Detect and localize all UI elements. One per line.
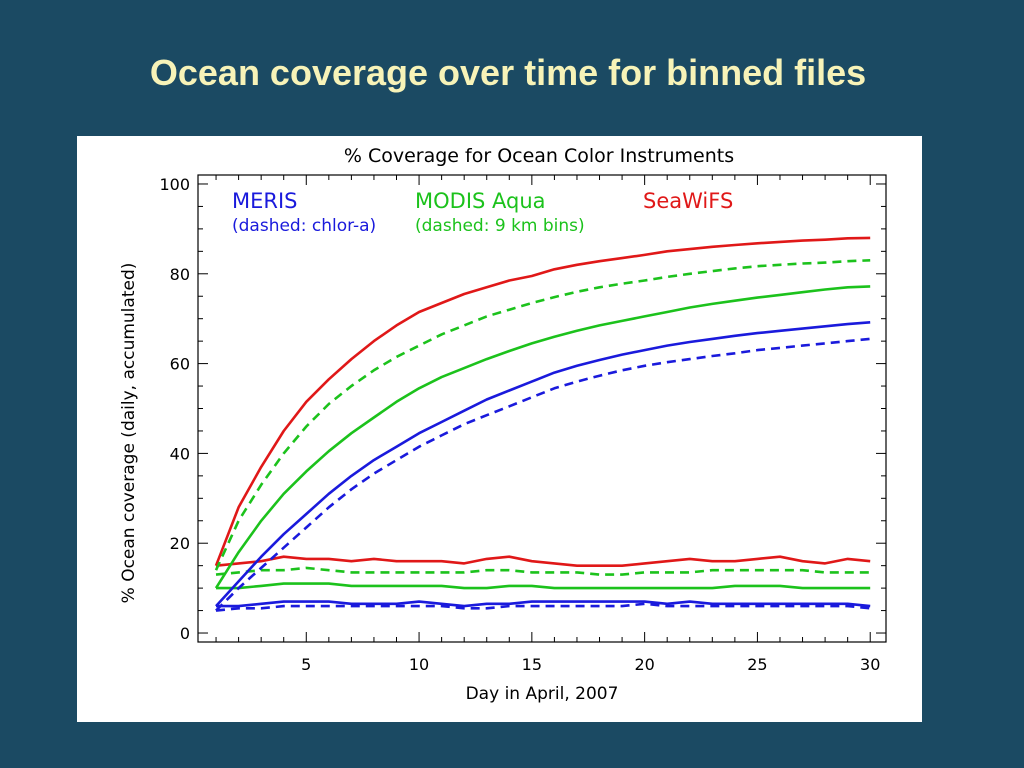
series-lines — [214, 236, 871, 612]
y-axis-ticks: 0 20 40 60 80 100 — [159, 175, 886, 643]
series-line-seawifs-accumulated-solid — [214, 236, 871, 567]
coverage-line-chart: % Coverage for Ocean Color Instruments 0… — [119, 145, 887, 704]
slide-title: Ocean coverage over time for binned file… — [149, 52, 867, 93]
y-tick-label: 20 — [170, 534, 190, 553]
x-tick-label: 10 — [409, 655, 429, 674]
x-tick-label: 15 — [522, 655, 542, 674]
x-tick-label: 5 — [301, 655, 311, 674]
series-line-modis-aqua-daily-solid — [216, 582, 871, 590]
plot-panel: % Coverage for Ocean Color Instruments 0… — [77, 136, 922, 722]
legend: MERIS (dashed: chlor-a) MODIS Aqua (dash… — [232, 189, 733, 236]
series-line-meris-accumulated-dashed — [215, 337, 871, 612]
y-tick-label: 0 — [180, 624, 190, 643]
y-tick-label: 80 — [170, 265, 190, 284]
legend-modis-note: (dashed: 9 km bins) — [415, 216, 585, 236]
legend-seawifs-name: SeaWiFS — [643, 189, 733, 213]
series-line-meris-accumulated-solid — [215, 321, 871, 607]
series-line-modis-aqua-daily-dashed — [215, 566, 871, 576]
y-tick-label: 60 — [170, 355, 190, 374]
series-line-modis-aqua-accumulated-solid — [214, 285, 871, 589]
y-tick-label: 100 — [159, 175, 190, 194]
legend-meris-name: MERIS — [232, 189, 298, 213]
x-axis-label: Day in April, 2007 — [466, 684, 619, 704]
x-axis-ticks: 5 10 15 20 25 30 — [215, 175, 880, 674]
legend-modis-name: MODIS Aqua — [415, 189, 546, 213]
chart-title: % Coverage for Ocean Color Instruments — [344, 145, 734, 167]
y-tick-label: 40 — [170, 444, 190, 463]
x-tick-label: 25 — [747, 655, 767, 674]
legend-meris-note: (dashed: chlor-a) — [232, 216, 376, 236]
x-tick-label: 20 — [634, 655, 654, 674]
series-line-meris-daily-dashed — [215, 602, 871, 612]
series-line-modis-aqua-accumulated-dashed — [214, 259, 871, 571]
x-tick-label: 30 — [860, 655, 880, 674]
series-line-meris-daily-solid — [216, 600, 871, 608]
series-line-seawifs-daily-solid — [215, 555, 871, 568]
y-axis-label: % Ocean coverage (daily, accumulated) — [119, 263, 139, 604]
